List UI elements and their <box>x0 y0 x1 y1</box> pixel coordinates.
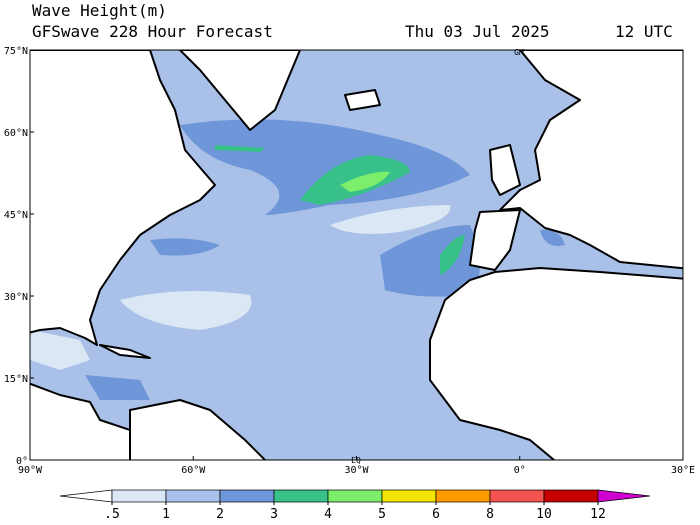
south-america <box>129 399 267 460</box>
lon-label: 30°E <box>671 465 695 476</box>
axes: 75°N60°N45°N30°N15°N0°90°W 60°W 30°W 0° 30°E… <box>4 46 695 476</box>
colorbar-segment <box>219 489 275 503</box>
europe <box>499 50 683 270</box>
colorbar-label: 2 <box>216 507 224 522</box>
colorbar-label: 3 <box>270 507 278 522</box>
iceland <box>344 89 381 111</box>
colorbar-label: 8 <box>486 507 494 522</box>
title: Wave Height(m) <box>32 1 167 20</box>
marker-label: EQ <box>351 456 361 465</box>
lon-label: 30°W <box>344 465 369 476</box>
lat-label: 0° <box>16 456 28 467</box>
wave-band <box>340 171 390 192</box>
great-britain <box>489 144 521 196</box>
colorbar-segment <box>273 489 329 503</box>
wave-band <box>85 229 565 400</box>
colorbar-end <box>597 489 651 503</box>
colorbar-segment <box>381 489 437 503</box>
lat-label: 15°N <box>4 374 28 385</box>
calm-area <box>330 205 451 234</box>
colorbar-segment <box>165 489 221 503</box>
central-america <box>30 382 149 460</box>
lat-label: 45°N <box>4 210 28 221</box>
calm-area <box>120 291 252 330</box>
colorbar-label: 10 <box>536 507 552 522</box>
iberia <box>469 209 521 271</box>
lat-label: 60°N <box>4 128 28 139</box>
calm-area <box>30 330 90 370</box>
colorbar-label: 1 <box>162 507 170 522</box>
africa <box>429 267 683 460</box>
lon-label: 90°W <box>18 465 43 476</box>
colorbar-label: 6 <box>432 507 440 522</box>
colorbar-label: 5 <box>378 507 386 522</box>
greenland <box>179 50 301 131</box>
lat-label: 30°N <box>4 292 28 303</box>
map-area <box>30 50 683 460</box>
colorbar: .5 1 2 3 4 5 6 8 10 12 <box>59 489 651 522</box>
lon-label: 0° <box>514 465 526 476</box>
marker-label: GM <box>514 48 524 57</box>
time: 12 UTC <box>615 22 673 41</box>
colorbar-label: 12 <box>590 507 606 522</box>
colorbar-label: 4 <box>324 507 332 522</box>
colorbar-end <box>59 489 113 503</box>
colorbar-segment <box>435 489 491 503</box>
subtitle: GFSwave 228 Hour Forecast <box>32 22 273 41</box>
colorbar-label: .5 <box>104 507 120 522</box>
date: Thu 03 Jul 2025 <box>405 22 550 41</box>
lon-label: 60°W <box>181 465 206 476</box>
colorbar-segment <box>327 489 383 503</box>
north-america <box>30 50 216 346</box>
cuba <box>99 344 151 359</box>
colorbar-segment <box>111 489 167 503</box>
wave-band <box>180 119 470 215</box>
wave-band <box>215 145 465 275</box>
lat-label: 75°N <box>4 46 28 57</box>
colorbar-segment <box>543 489 599 503</box>
colorbar-segment <box>489 489 545 503</box>
